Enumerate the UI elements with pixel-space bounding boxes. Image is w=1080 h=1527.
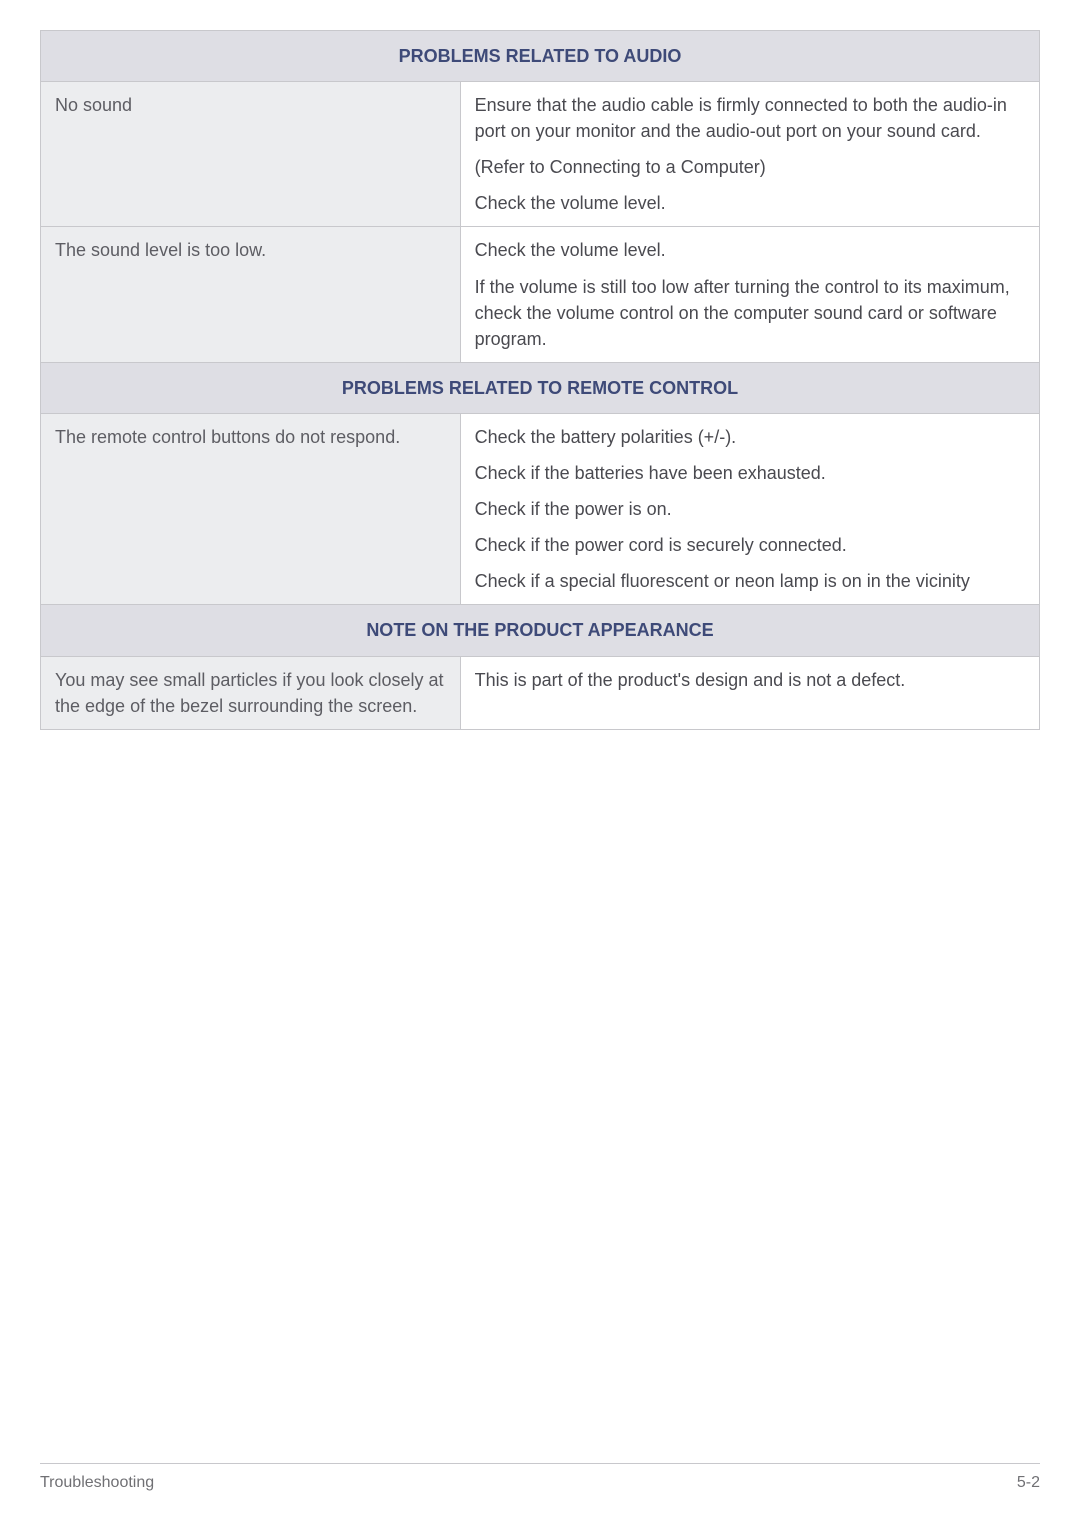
problem-cell: The remote control buttons do not respon… [41, 413, 461, 604]
problem-cell: You may see small particles if you look … [41, 656, 461, 729]
table-row: You may see small particles if you look … [41, 656, 1040, 729]
section-header-remote: PROBLEMS RELATED TO REMOTE CONTROL [41, 362, 1040, 413]
solution-text: Check if the power is on. [475, 496, 1025, 522]
table-row: The sound level is too low. Check the vo… [41, 227, 1040, 362]
solution-cell: Check the battery polarities (+/-). Chec… [460, 413, 1039, 604]
solution-text: (Refer to Connecting to a Computer) [475, 154, 1025, 180]
solution-text: Check if the batteries have been exhaust… [475, 460, 1025, 486]
page-footer: Troubleshooting 5-2 [40, 1463, 1040, 1492]
solution-text: Check the volume level. [475, 237, 1025, 263]
solution-text: Ensure that the audio cable is firmly co… [475, 92, 1025, 144]
solution-cell: Ensure that the audio cable is firmly co… [460, 82, 1039, 227]
solution-text: Check the battery polarities (+/-). [475, 424, 1025, 450]
solution-text: Check if the power cord is securely conn… [475, 532, 1025, 558]
table-row: The remote control buttons do not respon… [41, 413, 1040, 604]
solution-cell: This is part of the product's design and… [460, 656, 1039, 729]
problem-cell: The sound level is too low. [41, 227, 461, 362]
footer-right: 5-2 [1017, 1474, 1040, 1492]
section-header-audio: PROBLEMS RELATED TO AUDIO [41, 31, 1040, 82]
troubleshooting-table: PROBLEMS RELATED TO AUDIO No sound Ensur… [40, 30, 1040, 730]
problem-cell: No sound [41, 82, 461, 227]
footer-left: Troubleshooting [40, 1474, 154, 1492]
solution-text: Check if a special fluorescent or neon l… [475, 568, 1025, 594]
solution-cell: Check the volume level. If the volume is… [460, 227, 1039, 362]
section-header-appearance: NOTE ON THE PRODUCT APPEARANCE [41, 605, 1040, 656]
table-row: No sound Ensure that the audio cable is … [41, 82, 1040, 227]
solution-text: This is part of the product's design and… [475, 667, 1025, 693]
solution-text: If the volume is still too low after tur… [475, 274, 1025, 352]
solution-text: Check the volume level. [475, 190, 1025, 216]
